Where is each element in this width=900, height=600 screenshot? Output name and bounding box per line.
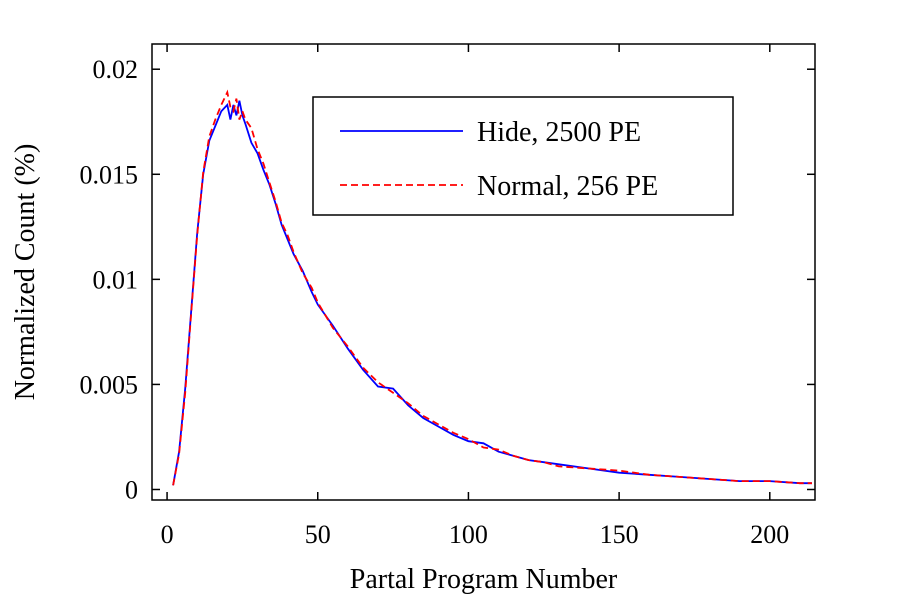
series-lines [172,89,812,486]
legend-label-normal: Normal, 256 PE [477,171,658,202]
x-axis-label: Partal Program Number [350,564,618,595]
y-tick-label: 0.015 [80,160,139,189]
x-tick-label: 200 [750,520,789,549]
series-line-0 [172,100,812,486]
y-axis-label: Normalized Count (%) [10,144,41,401]
plot-frame [151,43,816,501]
legend-label-hide: Hide, 2500 PE [477,117,641,148]
y-tick-label: 0.005 [80,370,139,399]
y-tick-label: 0 [125,475,138,504]
x-tick-label: 100 [449,520,488,549]
x-axis-ticks: 0 50 100 150 200 [161,44,789,549]
x-tick-label: 0 [161,520,174,549]
series-line-1 [172,89,812,486]
y-axis-ticks: 0 0.005 0.01 0.015 0.02 [80,55,815,504]
y-tick-label: 0.02 [93,55,139,84]
x-tick-label: 50 [305,520,331,549]
x-tick-label: 150 [600,520,639,549]
y-tick-label: 0.01 [93,265,139,294]
legend: Hide, 2500 PE Normal, 256 PE [312,96,734,216]
legend-box [312,96,734,216]
